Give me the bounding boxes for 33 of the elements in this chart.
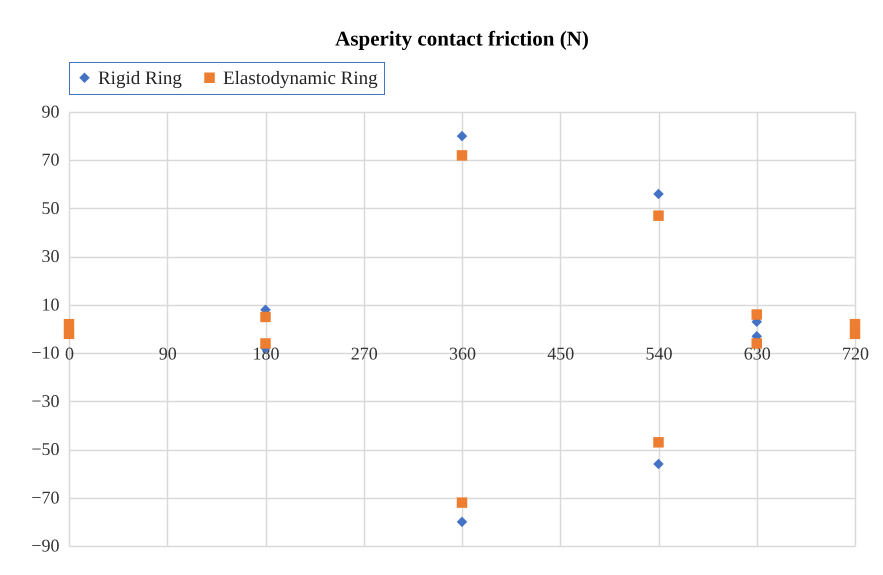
x-tick-label: 630: [744, 344, 771, 364]
y-tick-label: 50: [42, 198, 60, 218]
point: [456, 130, 468, 142]
y-tick-label: −70: [31, 487, 60, 508]
point: [752, 309, 762, 320]
y-tick-label: 30: [42, 246, 60, 266]
y-tick-label: −90: [31, 536, 60, 556]
y-tick-label: 90: [42, 102, 60, 122]
point: [456, 497, 468, 508]
point: [456, 150, 468, 161]
point: [653, 210, 664, 221]
x-tick-label: 90: [158, 344, 177, 364]
x-tick-label: 270: [350, 344, 378, 364]
point: [653, 437, 664, 448]
point: [260, 312, 271, 322]
legend-label: Rigid Ring: [98, 68, 182, 89]
x-tick-label: 450: [547, 344, 574, 364]
y-tick-label: 70: [42, 150, 60, 170]
y-tick-label: −30: [31, 390, 60, 411]
x-tick-label: 360: [449, 344, 476, 364]
point: [64, 328, 74, 340]
point: [456, 516, 468, 528]
x-tick-label: 540: [646, 344, 672, 364]
y-tick-label: −50: [31, 439, 60, 460]
point: [653, 458, 664, 470]
y-tick-label: 10: [42, 294, 60, 314]
y-tick-label: −10: [31, 342, 60, 363]
chart-title: Asperity contact friction (N): [335, 26, 589, 50]
point: [850, 328, 860, 340]
x-tick-label: 720: [842, 344, 869, 364]
legend-label: Elastodynamic Ring: [223, 68, 378, 89]
point: [653, 188, 664, 200]
x-tick-label: 0: [65, 344, 74, 364]
